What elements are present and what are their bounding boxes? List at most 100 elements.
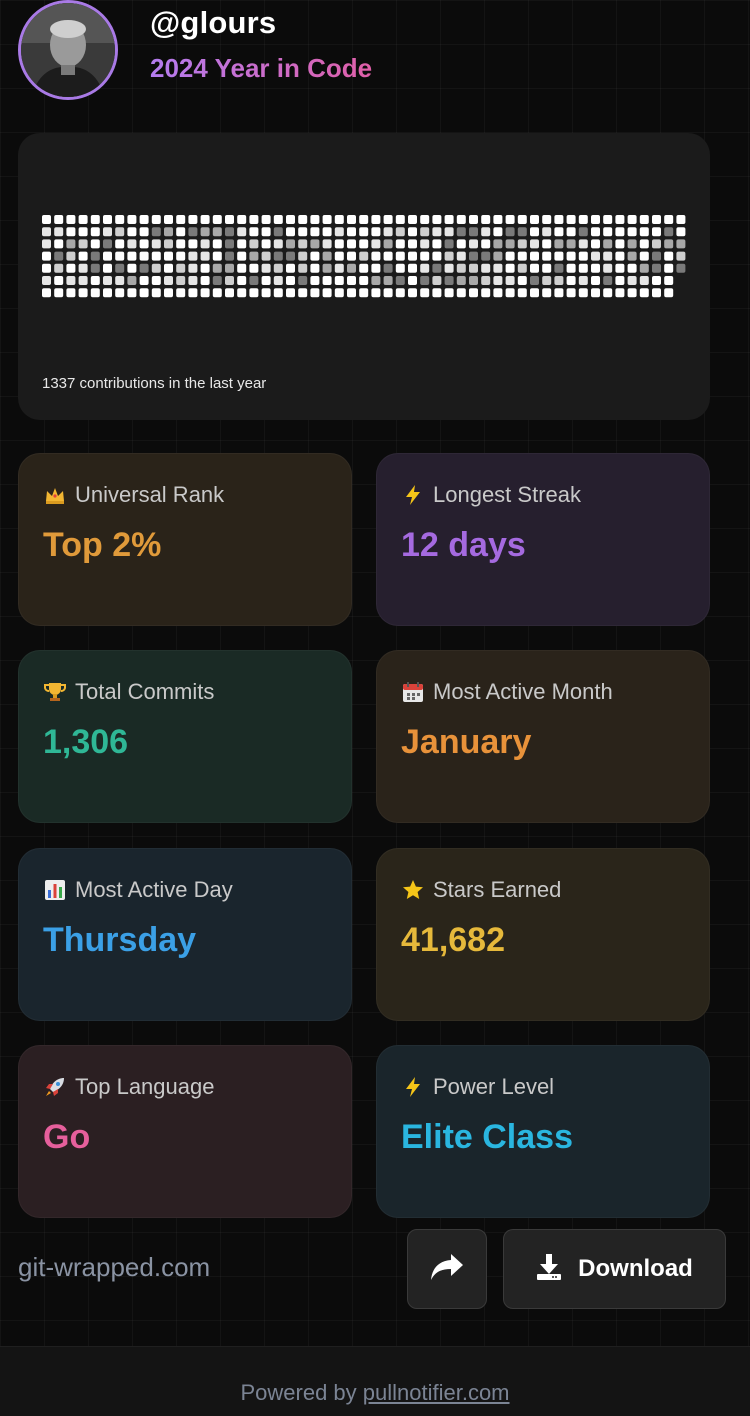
contribution-day xyxy=(54,263,64,273)
contribution-day xyxy=(151,276,161,285)
contribution-day xyxy=(139,227,149,237)
contribution-day xyxy=(273,276,283,285)
contribution-day xyxy=(188,288,198,298)
contribution-day xyxy=(517,239,527,249)
contribution-day xyxy=(432,239,442,249)
contribution-day xyxy=(444,276,454,285)
contribution-day xyxy=(554,263,564,273)
contribution-day xyxy=(103,227,112,237)
contribution-day xyxy=(164,215,173,224)
contribution-day xyxy=(542,288,552,298)
contribution-day xyxy=(90,215,100,224)
contribution-day xyxy=(225,288,234,298)
contribution-day xyxy=(652,263,661,273)
contribution-day xyxy=(530,239,539,249)
contribution-day xyxy=(347,215,356,224)
contribution-day xyxy=(164,288,173,298)
contribution-day xyxy=(554,227,564,237)
contribution-day xyxy=(481,263,491,273)
contribution-day xyxy=(395,276,405,285)
contribution-day xyxy=(639,215,649,224)
contribution-day xyxy=(212,215,222,224)
contribution-day xyxy=(603,239,613,249)
contribution-day xyxy=(298,276,308,285)
contribution-day xyxy=(139,263,149,273)
contribution-day xyxy=(420,276,430,285)
contribution-day xyxy=(505,276,515,285)
download-button[interactable]: Download xyxy=(503,1229,726,1309)
contribution-day xyxy=(603,263,613,273)
contribution-day xyxy=(444,215,454,224)
contribution-day xyxy=(469,251,478,261)
contribution-day xyxy=(164,263,173,273)
contribution-day xyxy=(615,227,625,237)
contribution-day xyxy=(54,215,64,224)
contribution-day xyxy=(578,239,588,249)
contribution-day xyxy=(554,239,564,249)
contribution-day xyxy=(115,215,125,224)
contribution-day xyxy=(408,251,417,261)
contribution-day xyxy=(322,215,332,224)
contribution-day xyxy=(481,227,491,237)
contribution-day xyxy=(627,263,637,273)
stat-value: Elite Class xyxy=(401,1118,573,1156)
contribution-day xyxy=(371,215,381,224)
contribution-day xyxy=(322,288,332,298)
contribution-day xyxy=(554,215,564,224)
contribution-day xyxy=(188,215,198,224)
contribution-day xyxy=(493,227,503,237)
contribution-day xyxy=(603,251,613,261)
contribution-day xyxy=(322,263,332,273)
contribution-day xyxy=(359,276,369,285)
contribution-day xyxy=(66,239,76,249)
contribution-day xyxy=(103,251,112,261)
powered-by-link[interactable]: pullnotifier.com xyxy=(362,1380,510,1405)
contribution-day xyxy=(664,276,674,285)
contribution-day xyxy=(676,239,686,249)
contribution-day xyxy=(505,288,515,298)
contribution-day xyxy=(212,263,222,273)
contribution-day xyxy=(298,239,308,249)
contribution-day xyxy=(42,215,51,224)
contribution-day xyxy=(139,215,149,224)
contribution-day xyxy=(188,276,198,285)
contribution-day xyxy=(261,227,271,237)
contribution-day xyxy=(249,251,259,261)
contribution-day xyxy=(591,276,600,285)
contribution-day xyxy=(469,288,478,298)
contribution-day xyxy=(517,263,527,273)
contribution-day xyxy=(188,227,198,237)
contribution-day xyxy=(66,263,76,273)
contribution-day xyxy=(347,276,356,285)
contribution-day xyxy=(286,215,295,224)
contribution-count: 1337 contributions in the last year xyxy=(42,375,267,392)
contribution-day xyxy=(347,263,356,273)
contribution-day xyxy=(127,276,137,285)
contribution-day xyxy=(54,239,64,249)
contribution-day xyxy=(127,263,137,273)
contribution-day xyxy=(578,227,588,237)
contribution-day xyxy=(591,215,600,224)
contribution-day xyxy=(151,239,161,249)
contribution-day xyxy=(237,263,247,273)
contribution-day xyxy=(42,288,51,298)
contribution-day xyxy=(420,227,430,237)
contribution-day xyxy=(334,288,344,298)
contribution-day xyxy=(639,276,649,285)
contribution-day xyxy=(164,276,173,285)
contribution-day xyxy=(115,276,125,285)
contribution-day xyxy=(530,251,539,261)
contribution-day xyxy=(566,251,576,261)
contribution-day xyxy=(493,239,503,249)
contribution-day xyxy=(225,227,234,237)
contribution-day xyxy=(115,239,125,249)
contribution-day xyxy=(566,215,576,224)
contribution-day xyxy=(420,239,430,249)
page-subtitle: 2024 Year in Code xyxy=(150,52,373,83)
trophy-icon xyxy=(43,680,67,704)
contribution-day xyxy=(395,215,405,224)
contribution-day xyxy=(188,239,198,249)
stat-label: Stars Earned xyxy=(433,877,562,902)
share-button[interactable] xyxy=(407,1229,487,1309)
contribution-day xyxy=(164,251,173,261)
